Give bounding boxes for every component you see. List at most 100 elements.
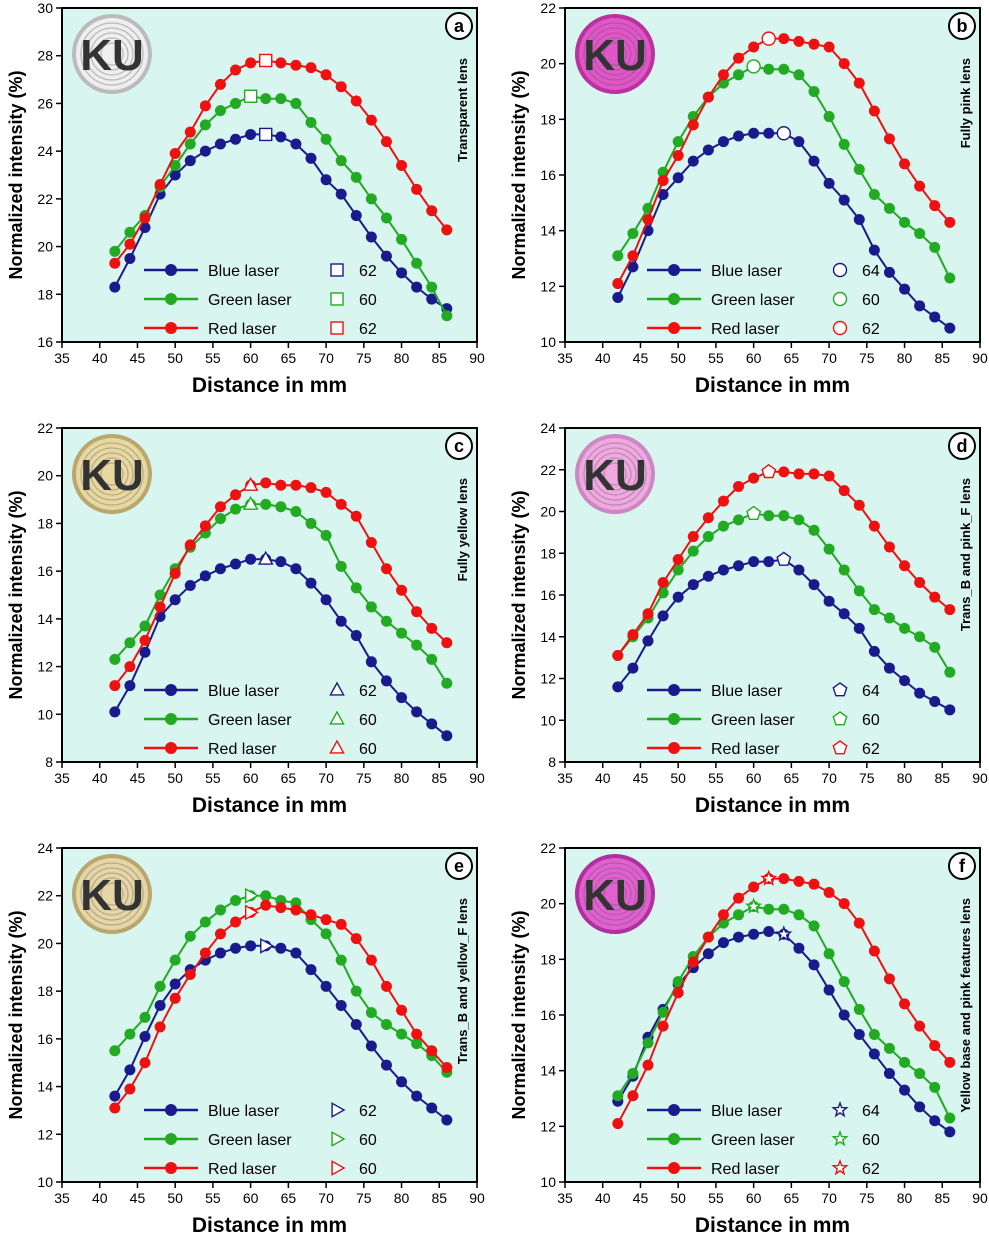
data-point <box>793 909 805 921</box>
data-point <box>883 266 895 278</box>
data-point <box>808 878 820 890</box>
legend-dot <box>668 713 680 725</box>
legend-label: Red laser <box>208 1161 277 1178</box>
lens-body <box>76 18 148 90</box>
lens-ring <box>598 877 632 911</box>
legend-peak-value: 60 <box>359 741 377 758</box>
data-point <box>305 482 317 494</box>
data-point <box>717 909 729 921</box>
data-point <box>350 171 362 183</box>
lens-body <box>76 858 148 930</box>
data-point <box>868 105 880 117</box>
peak-marker <box>746 505 762 520</box>
data-point <box>612 278 624 290</box>
lens-text: KU <box>583 451 647 500</box>
data-point <box>441 637 453 649</box>
data-point <box>184 930 196 942</box>
data-point <box>230 489 242 501</box>
data-point <box>109 245 121 257</box>
data-point <box>411 281 423 293</box>
y-tick-label: 22 <box>540 840 556 856</box>
data-point <box>748 928 760 940</box>
legend-peak-marker <box>832 291 848 307</box>
data-point <box>305 152 317 164</box>
legend-dot <box>165 742 177 754</box>
x-axis-title: Distance in mm <box>192 1214 347 1237</box>
y-tick-label: 20 <box>540 56 556 72</box>
lens-ring <box>583 442 647 506</box>
x-tick-label: 55 <box>205 350 221 366</box>
x-tick-label: 75 <box>859 1190 875 1206</box>
data-point <box>808 524 820 536</box>
x-tick-label: 35 <box>54 1190 70 1206</box>
data-point <box>380 563 392 575</box>
data-point <box>823 595 835 607</box>
data-point <box>883 541 895 553</box>
lens-ring <box>100 462 124 486</box>
data-point <box>838 1009 850 1021</box>
x-tick-label: 70 <box>821 350 837 366</box>
legend-peak-marker <box>832 682 848 697</box>
data-point <box>184 539 196 551</box>
x-tick-label: 80 <box>394 350 410 366</box>
data-point <box>929 241 941 253</box>
data-point <box>748 41 760 53</box>
data-point <box>944 604 956 616</box>
panel-letter-circle <box>445 12 473 40</box>
data-point <box>260 93 272 105</box>
y-tick-label: 20 <box>37 935 53 951</box>
data-point <box>808 468 820 480</box>
data-point <box>793 875 805 887</box>
legend-dot <box>668 1162 680 1174</box>
data-point <box>823 41 835 53</box>
panel-letter: b <box>957 16 968 36</box>
lens-ring <box>100 882 124 906</box>
x-tick-label: 35 <box>557 350 573 366</box>
y-tick-label: 16 <box>37 334 53 350</box>
data-point <box>627 250 639 262</box>
lens-ring <box>593 32 637 76</box>
legend-peak-value: 62 <box>359 321 377 338</box>
panel-letter: e <box>454 856 464 876</box>
y-axis-title: Normalized intensity (%) <box>509 70 529 279</box>
x-tick-label: 85 <box>934 350 950 366</box>
data-point <box>320 914 332 926</box>
data-point <box>642 214 654 226</box>
y-tick-label: 24 <box>540 420 556 436</box>
lens-ring <box>100 42 124 66</box>
panel-c: KU Blue laser 62 Green laser 60 Red laser 60 c F… <box>6 420 485 817</box>
data-point <box>305 517 317 529</box>
y-tick-label: 20 <box>540 896 556 912</box>
data-point <box>124 1083 136 1095</box>
legend-peak-value: 62 <box>359 1103 377 1120</box>
legend-label: Blue laser <box>208 1103 280 1120</box>
x-tick-label: 75 <box>356 770 372 786</box>
lens-image: KU <box>72 434 152 514</box>
data-point <box>763 903 775 915</box>
x-tick-label: 40 <box>92 770 108 786</box>
legend-peak-value: 60 <box>359 1132 377 1149</box>
data-point <box>914 631 926 643</box>
y-tick-label: 10 <box>540 712 556 728</box>
x-tick-label: 85 <box>431 350 447 366</box>
lens-image: KU <box>72 14 152 94</box>
x-tick-label: 90 <box>972 770 988 786</box>
x-tick-label: 90 <box>972 1190 988 1206</box>
data-point <box>320 174 332 186</box>
lens-ring <box>603 882 627 906</box>
data-point <box>305 577 317 589</box>
lens-body <box>579 438 651 510</box>
plot-frame <box>61 847 478 1183</box>
y-tick-label: 8 <box>548 754 556 770</box>
data-point <box>868 604 880 616</box>
x-tick-label: 60 <box>746 770 762 786</box>
x-tick-label: 35 <box>557 1190 573 1206</box>
x-tick-label: 65 <box>281 1190 297 1206</box>
data-point <box>853 1028 865 1040</box>
x-tick-label: 80 <box>394 1190 410 1206</box>
data-point <box>199 145 211 157</box>
data-point <box>763 926 775 937</box>
lens-type-label: Trans_B and yellow_F lens <box>455 898 470 1064</box>
lens-ring <box>593 452 637 496</box>
data-point <box>411 1090 423 1102</box>
